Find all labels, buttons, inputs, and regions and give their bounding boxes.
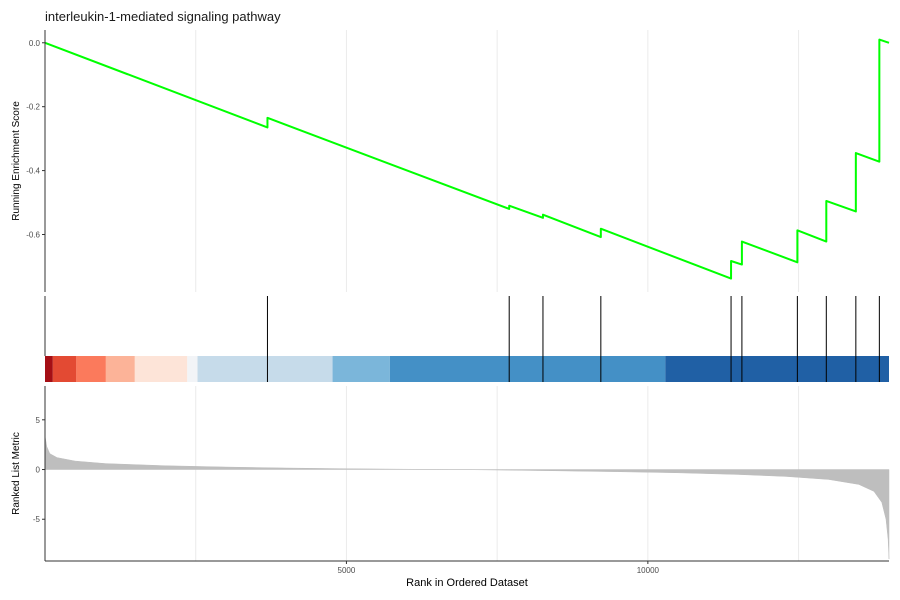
y-axis-label-bottom: Ranked List Metric: [11, 432, 22, 515]
y-axis-label-top: Running Enrichment Score: [11, 101, 22, 221]
color-band-segment: [197, 356, 333, 382]
x-axis-label: Rank in Ordered Dataset: [406, 577, 528, 589]
y-tick-label-bottom: -5: [33, 515, 41, 524]
grid-lines: [195, 30, 800, 561]
y-tick-label-bottom: 5: [36, 416, 41, 425]
color-band-segment: [52, 356, 77, 382]
color-band-segment: [187, 356, 198, 382]
y-tick-label-bottom: 0: [36, 466, 41, 475]
ranked-metric-area: [44, 435, 890, 560]
running-score-line: [44, 38, 890, 280]
axes: [42, 30, 889, 564]
color-band: [45, 356, 889, 382]
y-tick-label-top: -0.4: [26, 167, 40, 176]
color-band-segment: [76, 356, 106, 382]
color-band-segment: [134, 356, 188, 382]
hit-markers: [266, 296, 880, 382]
y-tick-label-top: -0.2: [26, 103, 40, 112]
running-score-curve: [44, 38, 890, 280]
axis-labels: 0.0 -0.2 -0.4 -0.6 5 0 -5 5000 10000 Rank in Orde…: [11, 39, 660, 589]
color-band-segment: [105, 356, 135, 382]
color-band-segment: [332, 356, 390, 382]
color-band-segment: [389, 356, 666, 382]
color-band-segment: [665, 356, 889, 382]
y-tick-label-top: -0.6: [26, 230, 40, 239]
y-tick-label-top: 0.0: [29, 39, 41, 48]
ranked-metric-fill: [44, 435, 890, 560]
x-tick-label: 10000: [637, 566, 660, 575]
color-band-segment: [45, 356, 53, 382]
x-tick-label: 5000: [338, 566, 356, 575]
chart-title: interleukin-1-mediated signaling pathway: [45, 9, 281, 24]
